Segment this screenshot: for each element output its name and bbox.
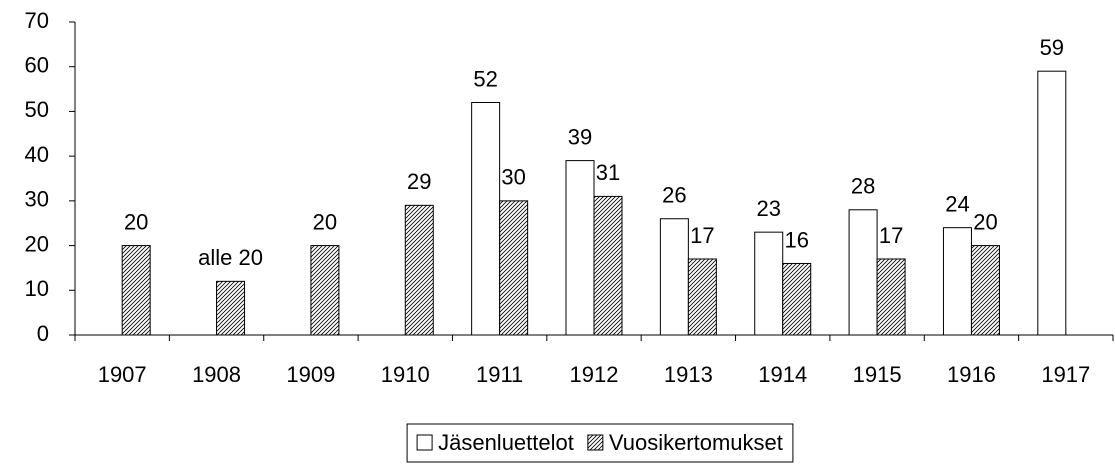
value-label: 29 [407, 169, 431, 194]
value-label: 39 [568, 124, 592, 149]
value-label: 23 [756, 196, 780, 221]
x-tick-label: 1909 [286, 362, 335, 387]
legend-label: Vuosikertomukset [609, 430, 783, 455]
legend-label: Jäsenluettelot [438, 430, 574, 455]
y-tick-label: 0 [37, 321, 49, 346]
x-tick-label: 1907 [98, 362, 147, 387]
y-tick-label: 50 [25, 97, 49, 122]
x-tick-label: 1916 [947, 362, 996, 387]
bar [782, 262, 812, 336]
x-tick-label: 1914 [758, 362, 807, 387]
y-tick-label: 70 [25, 8, 49, 33]
value-label: 20 [313, 209, 337, 234]
y-tick-label: 10 [25, 276, 49, 301]
value-label: 26 [662, 183, 686, 208]
x-tick-label: 1917 [1041, 362, 1090, 387]
value-label: alle 20 [198, 245, 263, 270]
bar [659, 218, 689, 336]
value-label: 20 [124, 209, 148, 234]
value-label: 28 [851, 174, 875, 199]
bar [848, 209, 878, 336]
x-tick-label: 1913 [664, 362, 713, 387]
x-tick-label: 1910 [381, 362, 430, 387]
value-label: 24 [945, 191, 969, 216]
bar [876, 258, 906, 336]
legend-swatch [416, 434, 433, 451]
y-tick-label: 60 [25, 53, 49, 78]
bar [404, 204, 434, 336]
bar [471, 101, 501, 336]
bar [121, 245, 151, 336]
bar [565, 160, 595, 336]
bar [687, 258, 717, 336]
x-tick-label: 1908 [192, 362, 241, 387]
value-label: 17 [690, 223, 714, 248]
bar [499, 200, 529, 336]
bar [216, 280, 246, 336]
x-tick-label: 1915 [853, 362, 902, 387]
legend-swatch [587, 434, 604, 451]
x-tick-label: 1912 [570, 362, 619, 387]
value-label: 20 [973, 209, 997, 234]
bar [593, 195, 623, 336]
value-label: 52 [473, 66, 497, 91]
value-label: 31 [596, 160, 620, 185]
bar [754, 231, 784, 336]
x-tick-label: 1911 [476, 362, 523, 387]
value-label: 30 [501, 165, 525, 190]
y-tick-label: 30 [25, 187, 49, 212]
bar [1037, 70, 1067, 336]
bar [310, 245, 340, 336]
bar [970, 245, 1000, 336]
value-label: 16 [784, 227, 808, 252]
y-tick-label: 40 [25, 142, 49, 167]
value-label: 59 [1040, 35, 1064, 60]
bar [942, 227, 972, 336]
y-tick-label: 20 [25, 231, 49, 256]
value-label: 17 [879, 223, 903, 248]
